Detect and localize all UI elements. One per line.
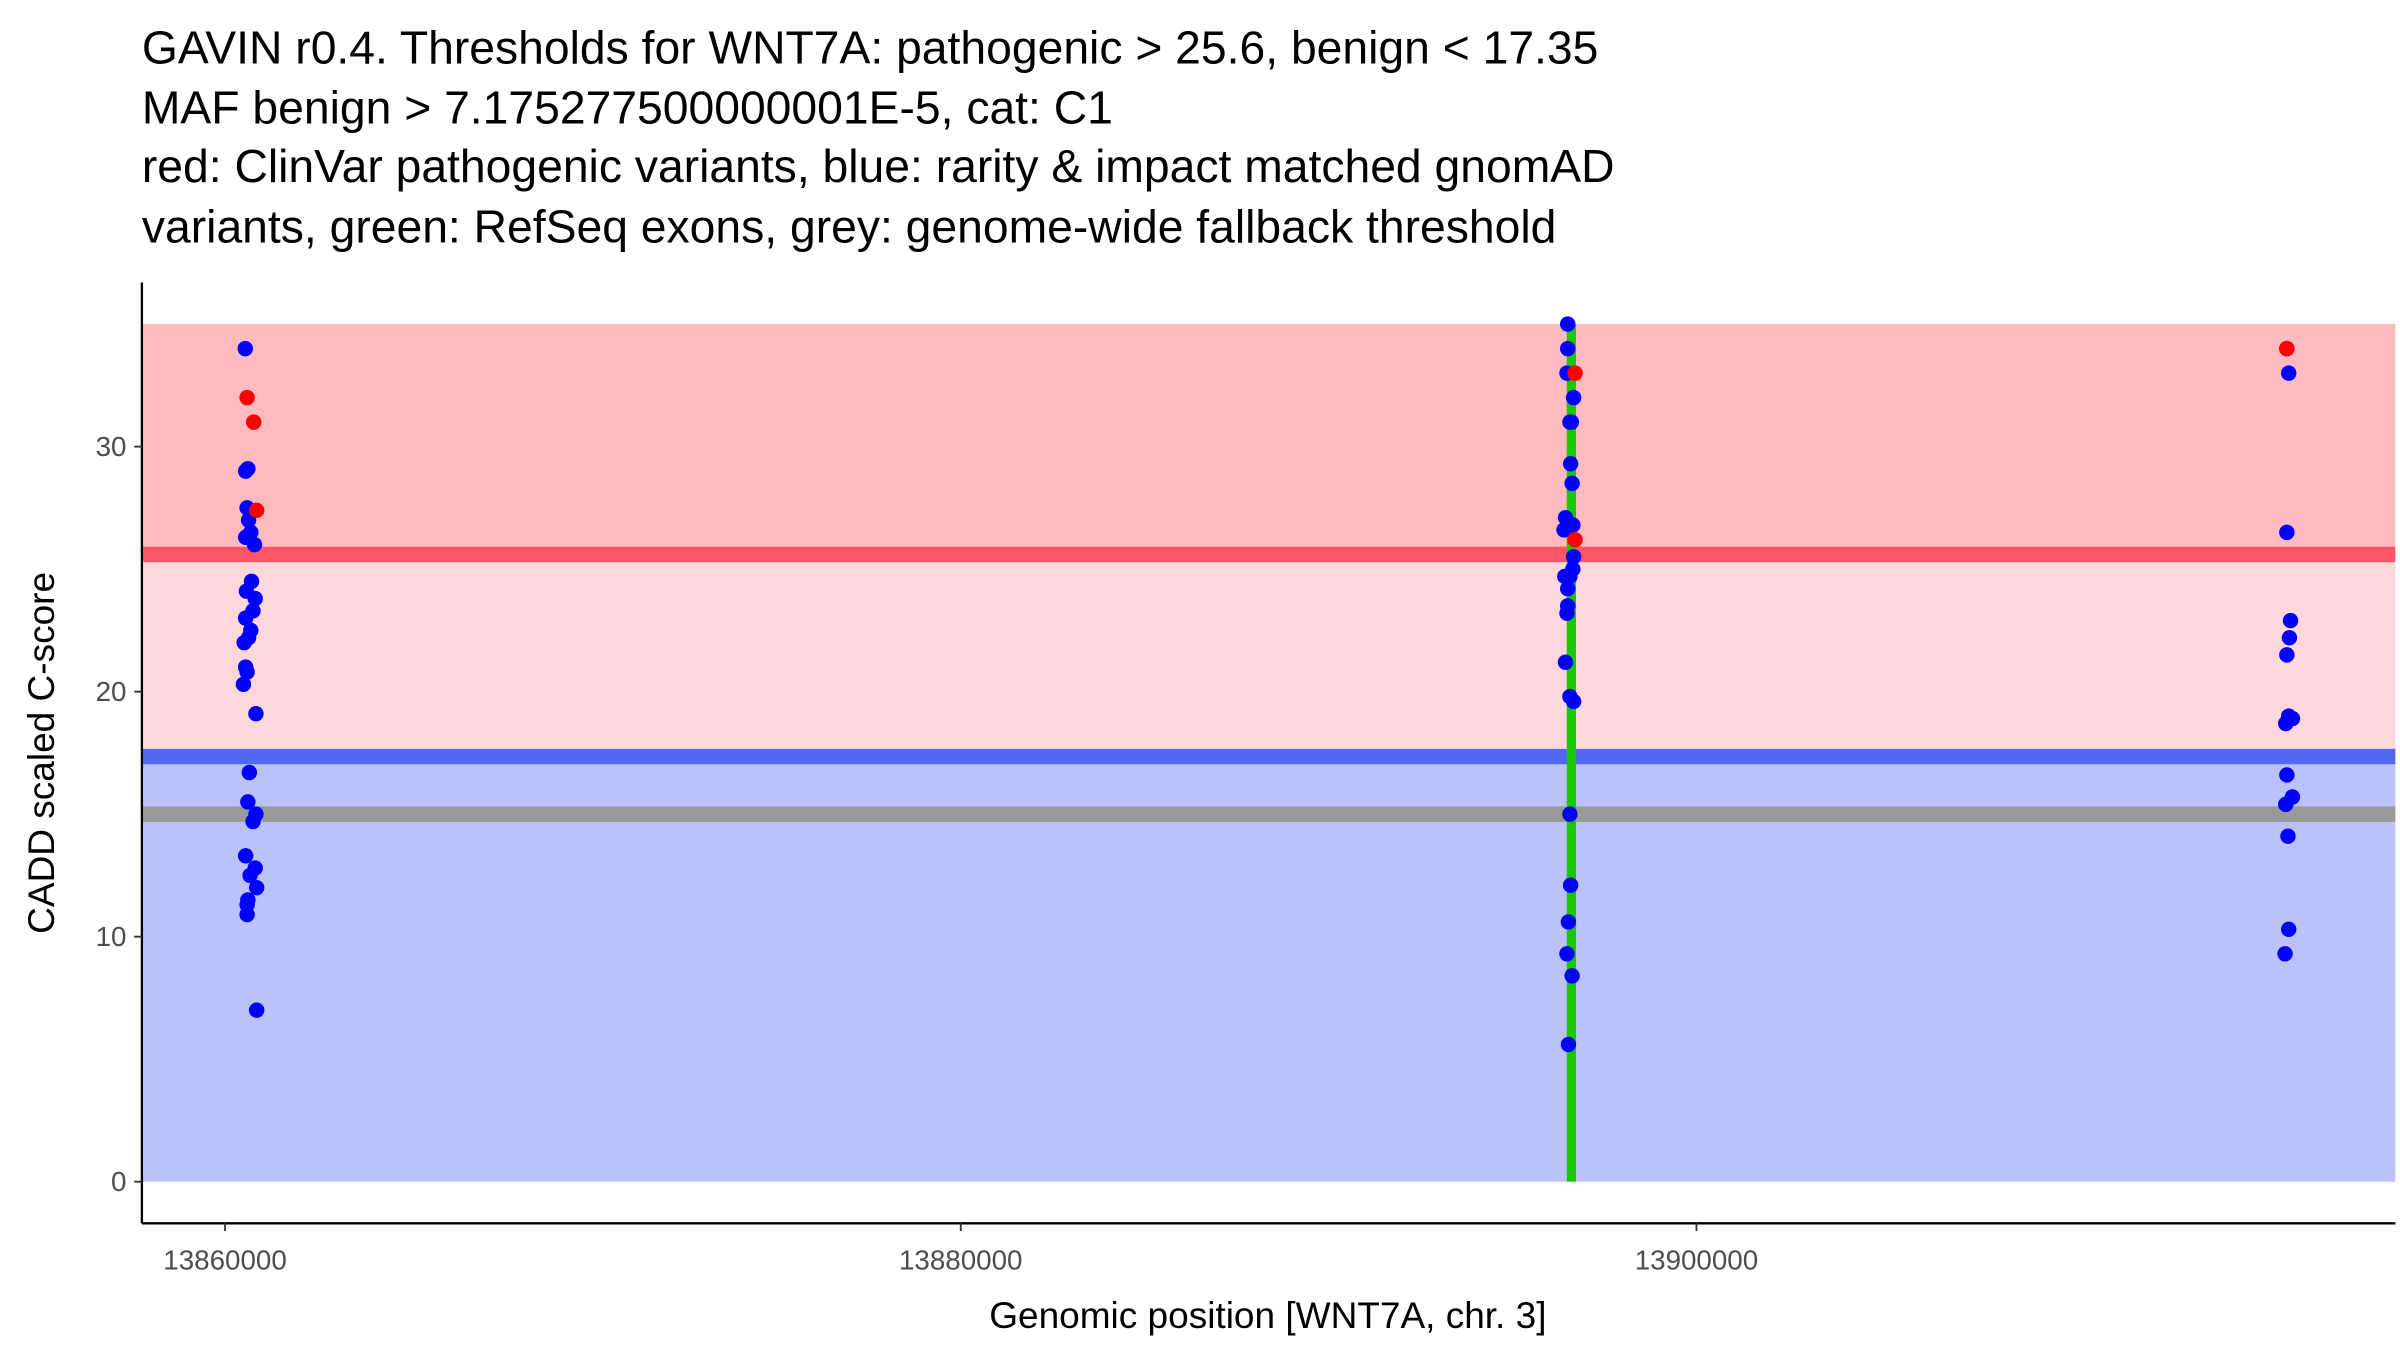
y-tick-label: 0	[111, 1166, 126, 1197]
y-tick-label: 30	[96, 431, 127, 462]
title-line-1: GAVIN r0.4. Thresholds for WNT7A: pathog…	[142, 21, 1599, 73]
threshold-bands	[141, 324, 2396, 1182]
x-tick-label: 13880000	[899, 1245, 1022, 1276]
pathogenic-band	[141, 324, 2396, 555]
gnomad-point	[1559, 605, 1575, 621]
gnomad-point	[240, 630, 257, 646]
y-tick-label: 10	[96, 921, 127, 952]
clinvar-point	[246, 414, 262, 430]
gnomad-point	[1565, 389, 1582, 406]
gnomad-point	[248, 879, 265, 896]
gnomad-point	[2281, 630, 2298, 646]
gnomad-point	[1565, 693, 1582, 710]
clinvar-point	[248, 502, 265, 519]
clinvar-point	[2279, 340, 2295, 357]
gnomad-point	[248, 705, 264, 722]
gnomad-point	[248, 1002, 265, 1018]
gnomad-point	[235, 676, 252, 692]
title-line-3: red: ClinVar pathogenic variants, blue: …	[142, 140, 1615, 192]
gnomad-point	[237, 848, 254, 864]
gnomad-point	[1557, 654, 1574, 670]
y-axis-ticks: 0 10 20 30	[96, 431, 142, 1197]
gnomad-point	[1559, 946, 1575, 962]
gnomad-point	[1559, 316, 1576, 332]
x-tick-label: 13860000	[163, 1245, 286, 1276]
clinvar-point	[1567, 365, 1583, 381]
x-axis-label: Genomic position [WNT7A, chr. 3]	[989, 1294, 1546, 1336]
gnomad-point	[239, 906, 255, 923]
uncertain-band	[141, 554, 2396, 757]
gnomad-point	[1562, 414, 1578, 430]
gnomad-point	[1560, 1036, 1577, 1053]
gnomad-point	[241, 764, 258, 781]
gnomad-point	[246, 536, 263, 553]
clinvar-point	[1567, 532, 1583, 548]
chart-title: GAVIN r0.4. Thresholds for WNT7A: pathog…	[142, 21, 1615, 252]
threshold-lines	[141, 546, 2396, 822]
gnomad-point	[2278, 796, 2294, 813]
gnomad-point	[1559, 581, 1576, 597]
gnomad-point	[237, 463, 254, 479]
gnomad-point	[239, 664, 255, 680]
gnomad-point	[1564, 475, 1580, 492]
clinvar-point	[239, 389, 255, 406]
gnomad-point	[2279, 647, 2295, 663]
gnomad-point	[2280, 921, 2297, 938]
gnomad-point	[237, 340, 253, 357]
gnomad-point	[1562, 877, 1579, 893]
gnomad-point	[1556, 522, 1572, 538]
gnomad-point	[2280, 365, 2297, 381]
gnomad-point	[2282, 612, 2299, 629]
gnomad-point	[1559, 340, 1576, 357]
gnomad-point	[237, 610, 254, 626]
gnomad-point	[242, 867, 258, 884]
gnomad-point	[245, 813, 261, 830]
gnomad-point	[2277, 946, 2293, 962]
title-line-4: variants, green: RefSeq exons, grey: gen…	[142, 200, 1556, 252]
y-tick-label: 20	[96, 676, 127, 707]
gnomad-point	[247, 590, 263, 607]
benign-band	[141, 756, 2396, 1182]
gnomad-point	[1564, 968, 1580, 984]
x-tick-label: 13900000	[1635, 1245, 1758, 1276]
gnomad-point	[1562, 456, 1579, 472]
data-points	[235, 316, 2301, 1053]
gnomad-point	[1562, 806, 1578, 822]
title-line-2: MAF benign > 7.175277500000001E-5, cat: …	[142, 82, 1113, 134]
gnomad-point	[240, 794, 256, 810]
x-axis-ticks: 13860000 13880000 13900000	[163, 1223, 1758, 1276]
y-axis-label: CADD scaled C-score	[20, 572, 62, 934]
gnomad-point	[2280, 828, 2296, 844]
gnomad-point	[1565, 549, 1582, 565]
gnomad-point	[2279, 767, 2295, 783]
gnomad-point	[2279, 524, 2295, 541]
gnomad-point	[1560, 914, 1577, 930]
gnomad-point	[1562, 568, 1578, 585]
gnomad-point	[2278, 715, 2294, 732]
